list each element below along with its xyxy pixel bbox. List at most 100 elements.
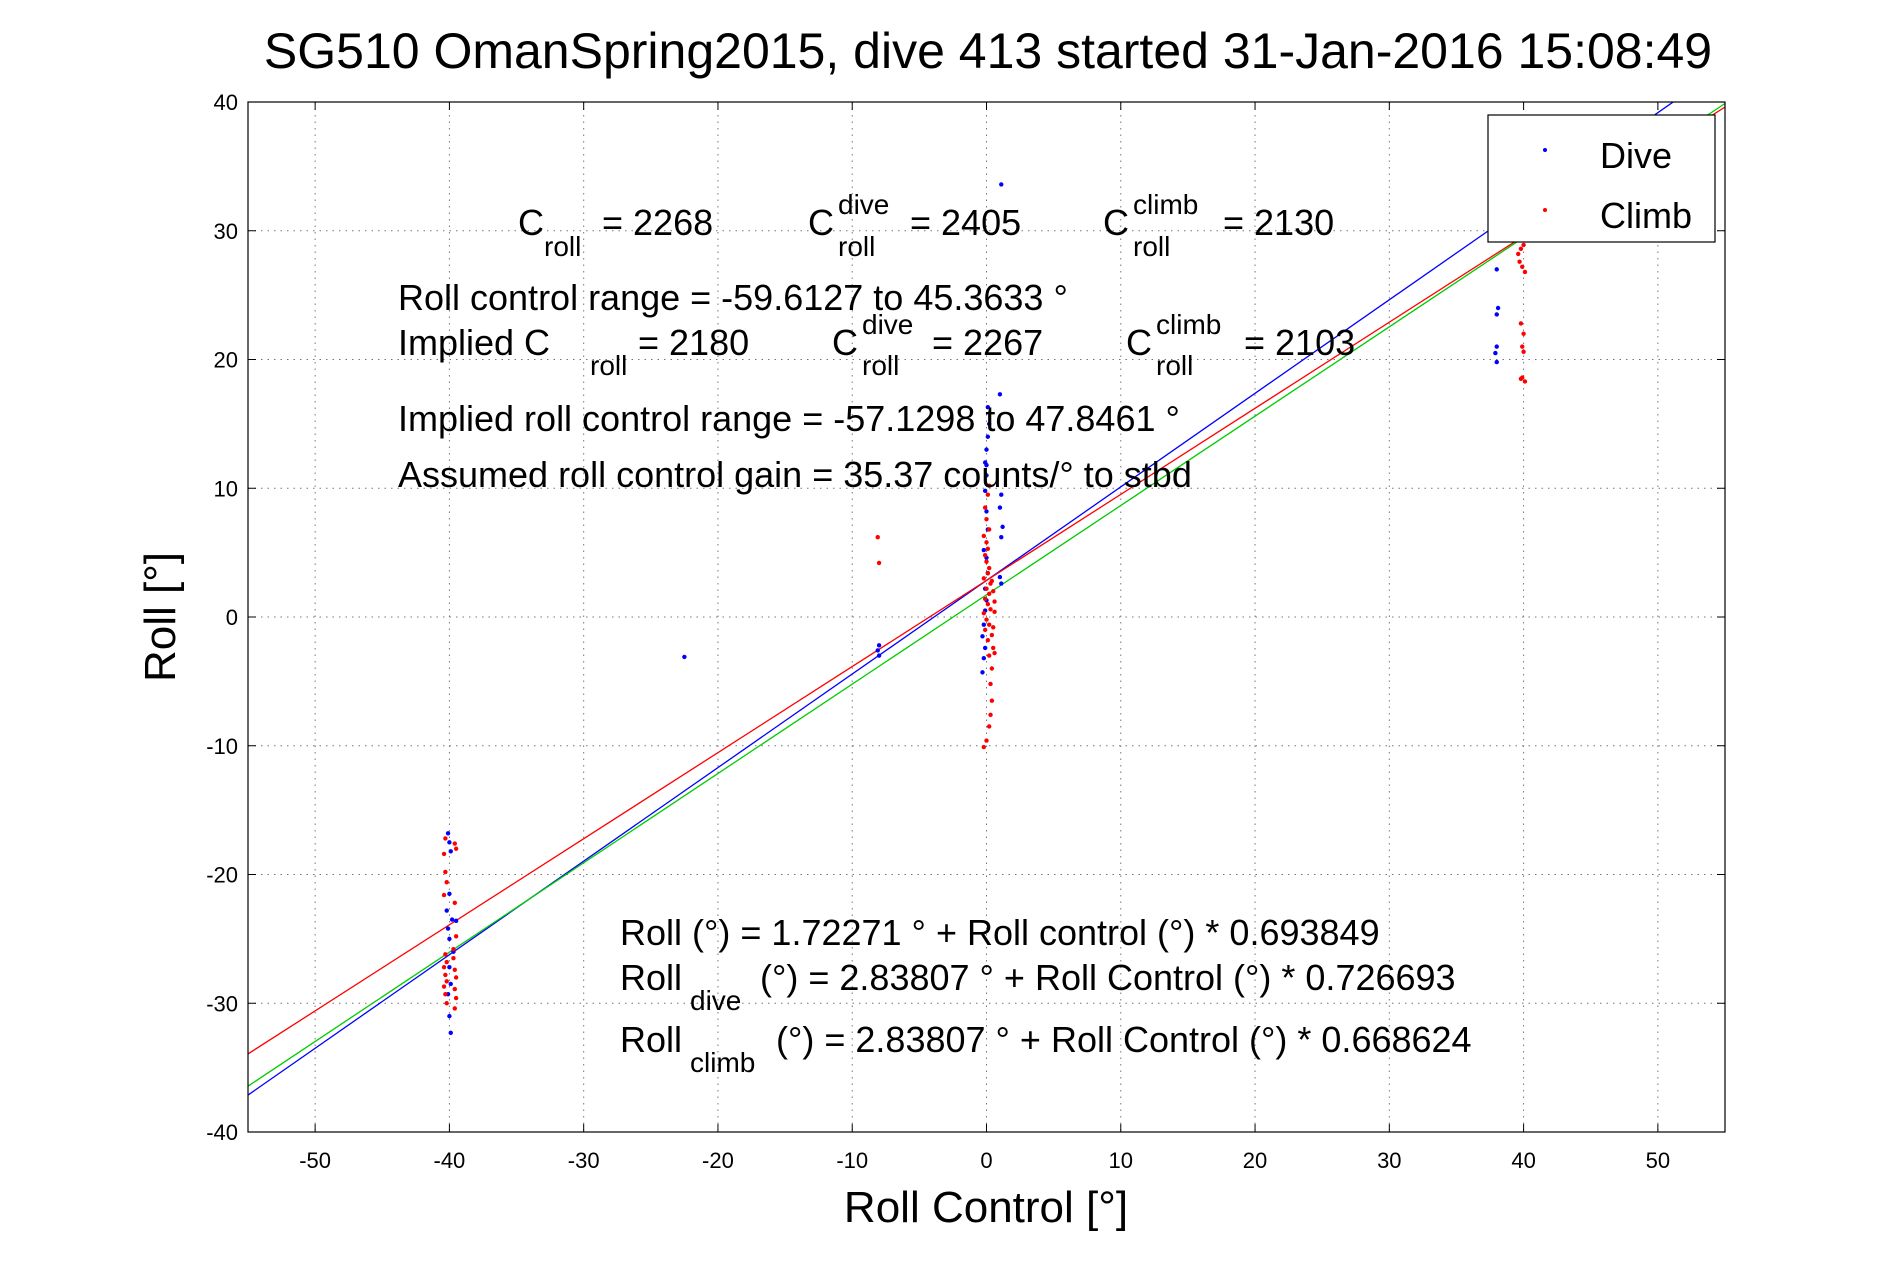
- equation-climb: Roll climb (°) = 2.83807 ° + Roll Contro…: [620, 1019, 1472, 1078]
- implied-range: Implied roll control range = -57.1298 to…: [398, 398, 1180, 439]
- x-tick-label: -50: [299, 1148, 331, 1173]
- data-point-climb: [453, 975, 459, 980]
- svg-text:dive: dive: [838, 189, 889, 220]
- legend-label-climb: Climb: [1600, 195, 1692, 236]
- svg-text:= 2405: = 2405: [910, 202, 1021, 243]
- data-point-dive: [984, 473, 989, 478]
- legend: Dive Climb: [1487, 114, 1716, 243]
- data-point-climb: [985, 492, 991, 497]
- data-point-climb: [444, 1001, 449, 1006]
- grid: [248, 101, 1725, 1133]
- data-point-climb: [1521, 331, 1526, 336]
- y-tick-label: 10: [214, 476, 238, 501]
- data-point-climb: [982, 505, 988, 510]
- data-point-climb: [986, 653, 992, 658]
- x-tick-label: -30: [568, 1148, 600, 1173]
- data-point-climb: [876, 560, 882, 566]
- data-point-climb: [443, 952, 448, 957]
- data-point-climb: [985, 546, 991, 551]
- data-point-climb: [984, 540, 989, 545]
- data-point-dive: [447, 840, 452, 845]
- data-point-climb: [985, 601, 991, 607]
- y-tick-label: 40: [214, 90, 238, 115]
- legend-label-dive: Dive: [1600, 135, 1672, 176]
- axis-ticks: -50 -40 -30 -20 -10 0 10 20 30 40 50 -40 -30 -20 -10 0 1…: [206, 90, 1725, 1173]
- data-point-climb: [441, 892, 447, 898]
- svg-text:= 2268: = 2268: [602, 202, 713, 243]
- data-point-dive: [982, 488, 988, 494]
- data-point-dive: [876, 643, 882, 648]
- svg-text:C: C: [808, 202, 834, 243]
- fit-lines: [248, 102, 1725, 1096]
- data-point-climb: [1516, 251, 1521, 257]
- data-point-climb: [991, 625, 996, 630]
- data-point-climb: [986, 724, 992, 729]
- svg-text:C: C: [518, 202, 544, 243]
- data-point-climb: [986, 565, 992, 571]
- data-point-climb: [985, 571, 991, 576]
- svg-text:Roll: Roll: [620, 1019, 682, 1060]
- annotations: C roll = 2268 C dive roll = 2405 C climb…: [398, 189, 1472, 1078]
- svg-text:(°) = 2.83807 ° + Roll Control: (°) = 2.83807 ° + Roll Control (°) * 0.6…: [776, 1019, 1472, 1060]
- data-point-climb: [451, 955, 456, 961]
- data-point-climb: [985, 637, 991, 643]
- data-point-climb: [988, 681, 993, 687]
- data-point-dive: [1494, 312, 1499, 317]
- data-point-dive: [444, 908, 449, 913]
- data-point-climb: [986, 483, 992, 488]
- data-point-dive: [997, 574, 1003, 580]
- data-point-dive: [447, 936, 452, 942]
- svg-text:= 2130: = 2130: [1223, 202, 1334, 243]
- data-point-climb: [989, 578, 995, 584]
- x-tick-label: 10: [1109, 1148, 1133, 1173]
- data-point-climb: [1522, 379, 1528, 384]
- y-tick-label: 20: [214, 348, 238, 373]
- x-tick-label: 30: [1377, 1148, 1401, 1173]
- data-point-dive: [445, 831, 451, 836]
- data-point-climb: [443, 992, 448, 997]
- data-point-dive: [982, 645, 988, 651]
- data-point-climb: [1521, 242, 1526, 248]
- data-point-climb: [984, 516, 989, 522]
- data-point-climb: [451, 946, 456, 952]
- data-point-dive: [985, 434, 991, 439]
- legend-marker-climb: [1543, 208, 1547, 212]
- croll-line: C roll = 2268 C dive roll = 2405 C climb…: [518, 189, 1334, 262]
- data-point-dive: [984, 462, 989, 468]
- data-point-dive: [985, 404, 991, 410]
- svg-text:climb: climb: [1156, 309, 1221, 340]
- implied-croll-line: Implied C roll = 2180 C dive roll = 2267…: [398, 309, 1355, 381]
- data-point-climb: [444, 880, 449, 885]
- data-point-climb: [989, 698, 995, 703]
- y-tick-label: -20: [206, 863, 238, 888]
- data-point-climb: [453, 934, 459, 939]
- x-tick-label: 40: [1511, 1148, 1535, 1173]
- equation-all: Roll (°) = 1.72271 ° + Roll control (°) …: [620, 912, 1380, 953]
- legend-box: [1487, 114, 1716, 243]
- chart-title: SG510 OmanSpring2015, dive 413 started 3…: [264, 23, 1712, 79]
- data-point-climb: [986, 622, 992, 627]
- data-point-climb: [989, 632, 995, 638]
- y-tick-label: -30: [206, 991, 238, 1016]
- data-point-climb: [982, 553, 988, 558]
- data-point-climb: [984, 586, 989, 591]
- data-point-climb: [444, 959, 449, 965]
- data-point-climb: [988, 712, 993, 718]
- data-point-climb: [1522, 269, 1528, 275]
- data-point-dive: [1494, 267, 1499, 272]
- data-point-dive: [999, 492, 1004, 497]
- y-tick-label: -40: [206, 1120, 238, 1145]
- svg-text:roll: roll: [1133, 231, 1170, 262]
- y-tick-label: -10: [206, 734, 238, 759]
- data-point-climb: [452, 967, 457, 972]
- svg-text:C: C: [1103, 202, 1129, 243]
- data-point-climb: [992, 650, 997, 656]
- data-point-climb: [452, 900, 457, 906]
- svg-text:roll: roll: [544, 231, 581, 262]
- svg-text:C: C: [832, 322, 858, 363]
- data-point-climb: [984, 738, 989, 743]
- legend-marker-dive: [1543, 148, 1547, 152]
- data-point-dive: [453, 918, 459, 924]
- data-point-climb: [989, 666, 995, 671]
